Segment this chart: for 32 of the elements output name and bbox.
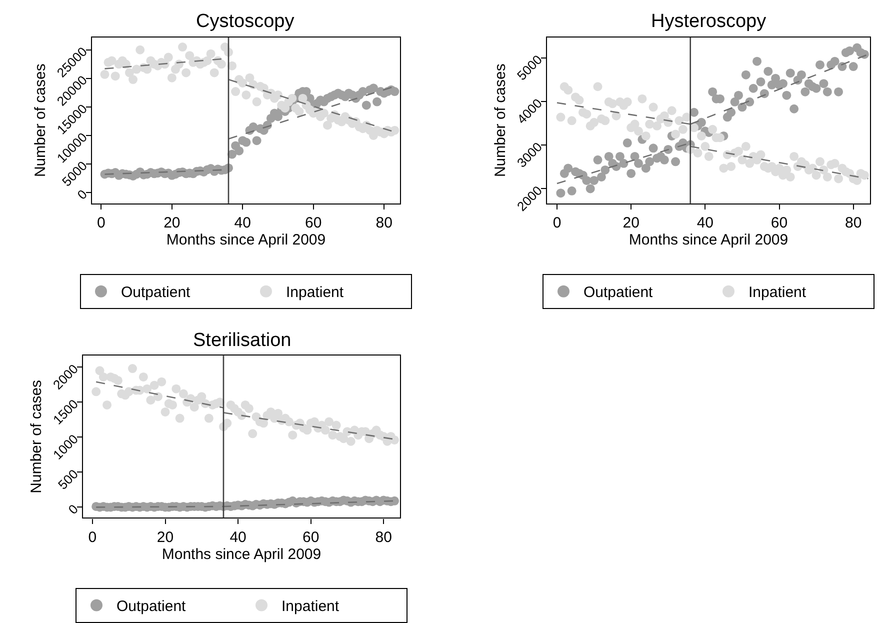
legend-label: Outpatient	[121, 284, 192, 302]
y-axis-title: Number of cases	[492, 64, 510, 178]
x-tick-label: 20	[156, 528, 174, 546]
y-tick-label: 0	[74, 186, 90, 202]
y-tick-label: 0	[65, 501, 82, 518]
x-tick-label: 40	[230, 528, 246, 546]
chart-title: Cystoscopy	[196, 11, 295, 32]
x-tick-label: 0	[552, 214, 562, 232]
x-axis-title: Months since April 2009	[166, 231, 326, 248]
x-axis-title: Months since April 2009	[628, 231, 788, 248]
legend-label: Inpatient	[282, 598, 340, 616]
x-tick-label: 60	[302, 528, 320, 546]
chart-title: Sterilisation	[193, 330, 292, 351]
legend-label: Outpatient	[116, 598, 187, 616]
x-tick-label: 80	[844, 214, 862, 232]
y-axis-title: Number of cases	[28, 380, 46, 494]
y-tick-label: 500	[55, 466, 82, 492]
y-axis-title: Number of cases	[32, 64, 50, 178]
x-tick-label: 20	[622, 214, 640, 232]
x-axis-title: Months since April 2009	[162, 546, 322, 563]
legend-label: Inpatient	[286, 284, 344, 302]
legend-label: Inpatient	[748, 284, 807, 302]
x-tick-label: 20	[164, 214, 180, 232]
x-tick-label: 60	[305, 214, 322, 232]
x-tick-label: 40	[696, 214, 714, 232]
legend-label: Outpatient	[584, 284, 654, 302]
x-tick-label: 0	[97, 214, 106, 232]
x-tick-label: 40	[234, 214, 251, 232]
x-tick-label: 80	[375, 528, 392, 546]
x-tick-label: 60	[770, 214, 788, 232]
chart-title: Hysteroscopy	[651, 11, 767, 32]
x-tick-label: 80	[376, 214, 392, 232]
